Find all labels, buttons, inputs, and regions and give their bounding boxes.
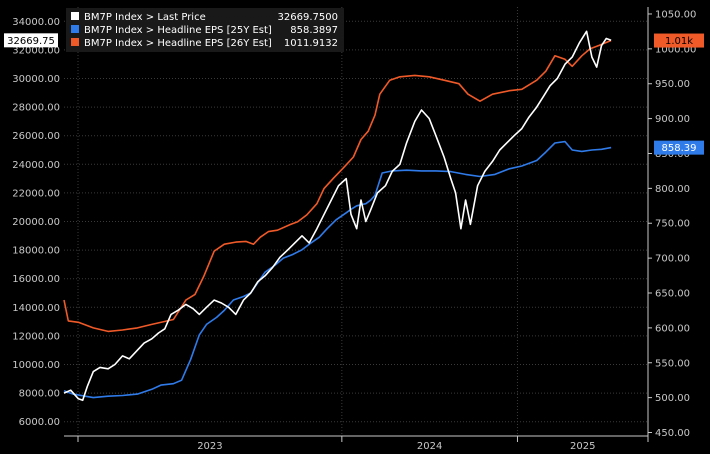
legend-swatch [71,25,79,33]
y-left-tick-label: 26000.00 [12,131,60,142]
y-left-tick-label: 28000.00 [12,103,60,114]
y-right-tick-label: 1050.00 [655,9,696,20]
value-tag-eps-26y: 1.01k [654,33,704,48]
legend-label: BM7P Index > Headline EPS [26Y Est] [84,38,272,49]
y-left-tick-label: 20000.00 [12,217,60,228]
y-left-tick-label: 24000.00 [12,160,60,171]
y-right-tick-label: 950.00 [655,79,690,90]
y-left-tick-label: 18000.00 [12,246,60,257]
y-right-tick-label: 600.00 [655,323,690,334]
x-tick-label: 2023 [197,441,222,452]
legend-value: 1011.9132 [284,38,338,49]
legend-value: 858.3897 [290,25,338,36]
legend-swatch [71,38,79,46]
legend-entry-eps-26y: BM7P Index > Headline EPS [26Y Est] 1011.… [71,38,338,49]
y-right-tick-label: 550.00 [655,358,690,369]
y-left-tick-label: 14000.00 [12,303,60,314]
legend-bg [66,8,344,52]
grid [64,7,648,436]
y-left-tick-label: 32000.00 [12,45,60,56]
value-tag-last-price: 32669.75 [4,33,58,48]
y-left-tick-label: 6000.00 [19,417,60,428]
y-right-tick-label: 1000.00 [655,44,696,55]
legend-label: BM7P Index > Headline EPS [25Y Est] [84,25,272,36]
value-tag-text: 1.01k [665,36,693,47]
legend-swatch [71,12,79,20]
y-left-tick-label: 10000.00 [12,360,60,371]
y-right-tick-label: 700.00 [655,254,690,265]
y-left-tick-label: 22000.00 [12,188,60,199]
y-left-tick-label: 16000.00 [12,274,60,285]
value-tag-text: 858.39 [662,143,697,154]
y-right-tick-label: 900.00 [655,114,690,125]
legend-label: BM7P Index > Last Price [84,12,206,23]
series-line-last-price [63,30,612,402]
y-right-tick-label: 450.00 [655,428,690,439]
y-right-tick-label: 650.00 [655,289,690,300]
x-tick-label: 2025 [570,441,595,452]
value-tag-eps-25y: 858.39 [654,140,704,155]
legend-entry-eps-25y: BM7P Index > Headline EPS [25Y Est] 858.3… [71,25,338,36]
y-left-tick-label: 34000.00 [12,17,60,28]
value-tag-bg [654,33,704,48]
y-right-tick-label: 500.00 [655,393,690,404]
value-tag-bg [654,140,704,155]
value-tag-text: 32669.75 [7,36,55,47]
y-right-tick-label: 750.00 [655,219,690,230]
y-right-tick-label: 800.00 [655,184,690,195]
y-left-tick-label: 8000.00 [19,389,60,400]
y-left-tick-label: 30000.00 [12,74,60,85]
y-left-tick-label: 12000.00 [12,331,60,342]
legend-entry-last-price: BM7P Index > Last Price 32669.7500 [71,12,338,23]
x-tick-label: 2024 [417,441,442,452]
legend-value: 32669.7500 [278,12,338,23]
series-line-eps-25y [63,140,612,399]
value-tag-bg [4,33,58,48]
